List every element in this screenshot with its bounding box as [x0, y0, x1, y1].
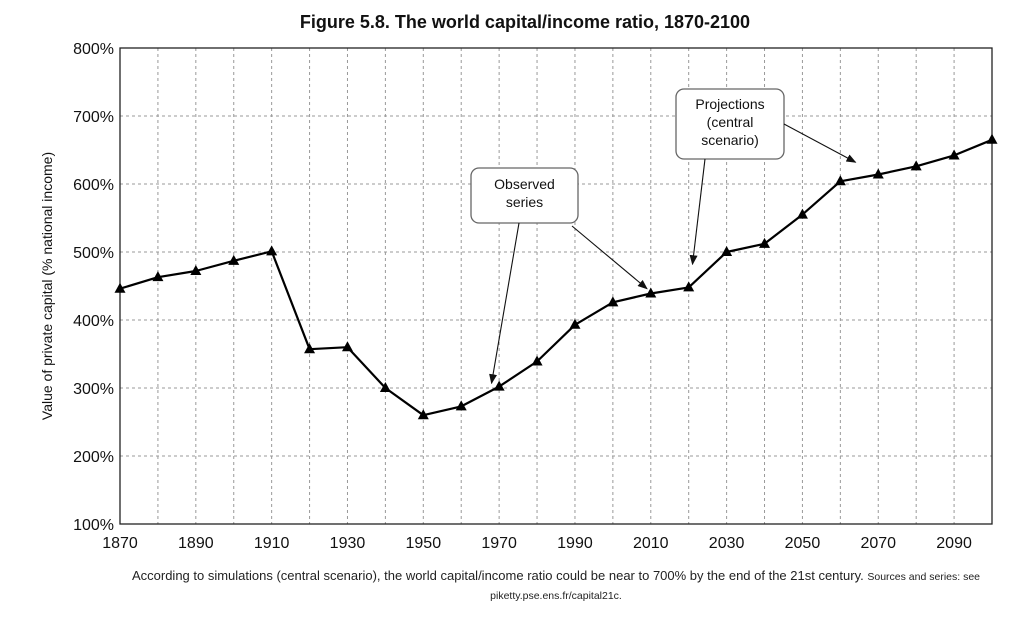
x-axis-ticks: 1870 1890 1910 1930 1950 1970 1990 2010 2030 2050…: [102, 535, 972, 552]
gridlines: [120, 48, 992, 524]
data-point-marker: [379, 382, 391, 392]
x-tick-label: 2090: [936, 535, 972, 552]
data-point-marker: [872, 168, 884, 179]
caption-text: According to simulations (central scenar…: [131, 568, 864, 583]
data-point-marker: [759, 237, 771, 248]
chart-title: Figure 5.8. The world capital/income rat…: [300, 12, 750, 32]
y-tick-label: 400%: [73, 313, 114, 330]
caption-source: Sources and series: see piketty.pse.ens.…: [490, 571, 981, 602]
y-tick-label: 100%: [73, 517, 114, 534]
x-tick-label: 2030: [709, 535, 745, 552]
x-tick-label: 1930: [330, 535, 366, 552]
x-tick-label: 1870: [102, 535, 138, 552]
callout-line: Observed: [494, 176, 555, 192]
figure-caption: According to simulations (central scenar…: [120, 567, 992, 605]
callout-line: Projections: [695, 96, 764, 112]
data-point-marker: [910, 160, 922, 171]
data-point-marker: [455, 400, 467, 411]
x-tick-label: 1890: [178, 535, 214, 552]
x-tick-label: 2050: [785, 535, 821, 552]
data-point-marker: [834, 175, 846, 186]
x-tick-label: 2010: [633, 535, 669, 552]
x-tick-label: 1950: [406, 535, 442, 552]
x-tick-label: 1970: [481, 535, 517, 552]
callout-arrow: [783, 123, 857, 163]
data-point-marker: [796, 208, 808, 219]
y-tick-label: 700%: [73, 109, 114, 126]
data-point-marker: [228, 254, 240, 265]
data-point-marker: [493, 380, 505, 391]
data-point-marker: [948, 149, 960, 160]
x-tick-label: 2070: [860, 535, 896, 552]
callout-line: series: [506, 194, 543, 210]
data-point-marker: [114, 282, 126, 293]
y-tick-label: 800%: [73, 41, 114, 58]
y-tick-label: 600%: [73, 177, 114, 194]
y-tick-label: 500%: [73, 245, 114, 262]
callout-line: (central: [707, 114, 754, 130]
plot-area-frame: [119, 47, 993, 525]
series-line: [119, 138, 993, 417]
data-point-marker: [341, 341, 353, 352]
y-tick-label: 200%: [73, 449, 114, 466]
callout-line: scenario): [701, 132, 759, 148]
y-tick-label: 300%: [73, 381, 114, 398]
data-point-marker: [304, 343, 316, 354]
data-point-marker: [569, 318, 581, 329]
data-point-marker: [266, 245, 278, 256]
data-point-marker: [683, 281, 695, 292]
callout-observed-series: Observed series: [470, 167, 579, 224]
callout-arrow: [571, 225, 648, 290]
x-tick-label: 1910: [254, 535, 290, 552]
callout-projections: Projections (central scenario): [675, 88, 785, 160]
data-point-marker: [986, 133, 998, 144]
callout-arrow: [689, 158, 706, 266]
data-point-marker: [607, 296, 619, 307]
data-point-marker: [721, 246, 733, 256]
y-axis-label: Value of private capital (% national inc…: [39, 152, 55, 420]
series-observed-and-projected: [114, 133, 998, 420]
data-point-marker: [531, 355, 543, 366]
data-point-marker: [152, 271, 164, 282]
data-point-marker: [190, 265, 202, 276]
data-point-marker: [417, 409, 429, 420]
chart: Figure 5.8. The world capital/income rat…: [39, 12, 998, 552]
y-axis-ticks: 100% 200% 300% 400% 500% 600% 700% 800%: [73, 41, 114, 534]
x-tick-label: 1990: [557, 535, 593, 552]
data-point-marker: [645, 287, 657, 298]
callout-arrows: [489, 123, 857, 385]
callout-arrow: [489, 222, 520, 385]
callout-box: [470, 167, 579, 224]
